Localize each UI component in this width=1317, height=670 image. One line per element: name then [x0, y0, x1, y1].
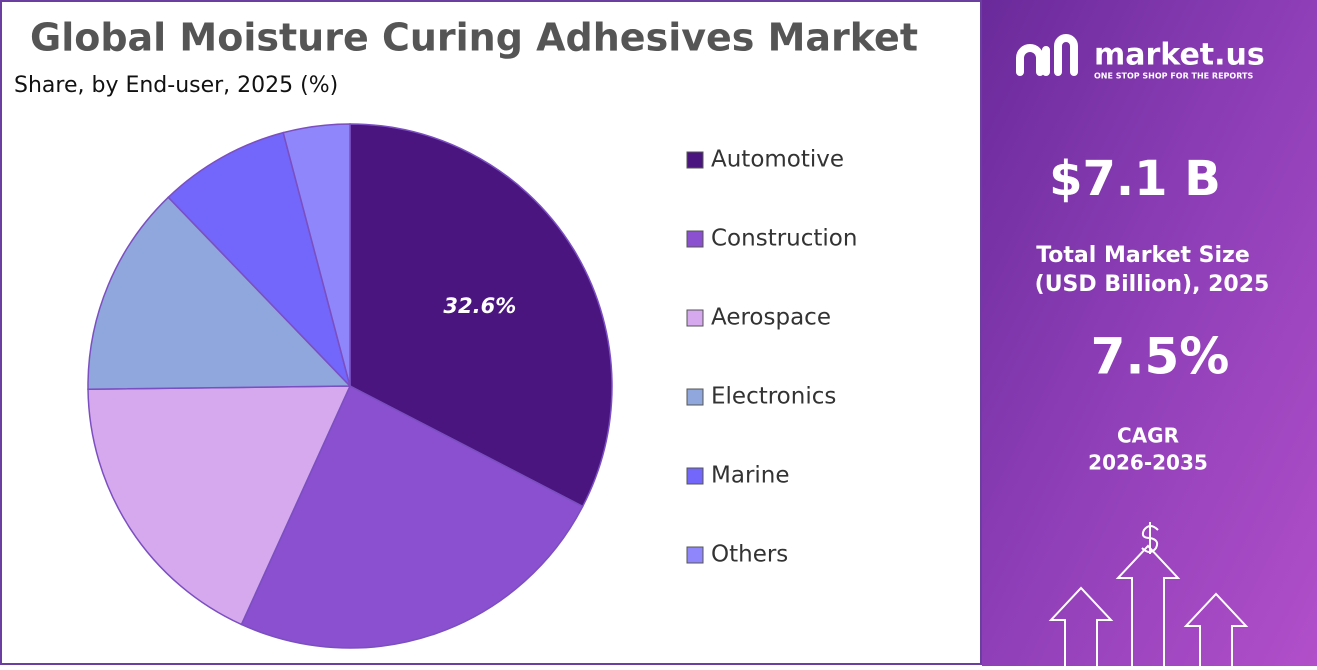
pie: 32.6% [87, 123, 613, 649]
legend-swatch [686, 309, 704, 327]
legend-label: Automotive [711, 147, 844, 173]
legend-swatch [686, 230, 704, 248]
chart-title: Global Moisture Curing Adhesives Market [30, 16, 918, 60]
legend-label: Electronics [711, 384, 836, 410]
cagr: 7.5% [1091, 328, 1230, 386]
pie-slice [167, 131, 352, 389]
pie-slice [87, 196, 352, 391]
pie-slice [87, 385, 352, 626]
dollar [1141, 522, 1159, 554]
legend-label: Marine [711, 463, 790, 489]
legend-swatch [686, 388, 704, 406]
pie-slice [240, 384, 584, 649]
legend-label: Others [711, 542, 788, 568]
cagr-label: 2026-2035 [1088, 451, 1208, 475]
pie-slice [349, 123, 613, 508]
legend-label: Aerospace [711, 305, 831, 331]
arrow [1115, 544, 1181, 666]
pie-slice [282, 123, 351, 387]
legend-label: Construction [711, 226, 857, 252]
legend-swatch [686, 546, 704, 564]
side-panel [982, 0, 1317, 666]
market-size: $7.1 B [1049, 151, 1221, 207]
arrows-icon [1048, 522, 1249, 666]
tagline: ONE STOP SHOP FOR THE REPORTS [1094, 72, 1253, 81]
market-size-label: Total Market Size [1036, 243, 1250, 268]
legend-swatch [686, 467, 704, 485]
data-label: 32.6% [443, 294, 516, 318]
cagr-label: CAGR [1117, 424, 1179, 448]
legend-swatch [686, 151, 704, 169]
market-size-label: (USD Billion), 2025 [1035, 272, 1270, 297]
arrow [1183, 592, 1249, 666]
logo [1016, 34, 1078, 76]
logo-mark [1016, 34, 1078, 76]
brand: market.us [1094, 38, 1265, 73]
arrow [1048, 586, 1114, 666]
chart-subtitle: Share, by End-user, 2025 (%) [14, 73, 338, 98]
legend: Automotive Construction Aerospace Electroni… [686, 147, 857, 568]
